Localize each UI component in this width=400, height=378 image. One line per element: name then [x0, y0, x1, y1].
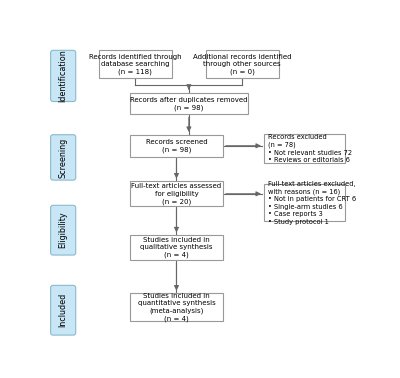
Text: Records after duplicates removed
(n = 98): Records after duplicates removed (n = 98… [130, 96, 248, 111]
Bar [99, 50, 172, 78]
Bar [130, 93, 248, 115]
FancyBboxPatch shape [51, 135, 76, 180]
FancyBboxPatch shape [51, 50, 76, 102]
Bar [264, 134, 344, 163]
Text: Included: Included [59, 293, 68, 327]
Text: Studies included in
quantitative synthesis
(meta-analysis)
(n = 4): Studies included in quantitative synthes… [138, 293, 215, 322]
Text: Records screened
(n = 98): Records screened (n = 98) [146, 139, 207, 153]
Text: Records identified through
database searching
(n = 118): Records identified through database sear… [89, 54, 182, 75]
Bar [130, 293, 223, 321]
Bar [206, 50, 279, 78]
Text: Eligibility: Eligibility [59, 212, 68, 248]
FancyBboxPatch shape [51, 205, 76, 255]
Text: Screening: Screening [59, 137, 68, 178]
Bar [130, 135, 223, 157]
Bar [264, 184, 344, 221]
Text: Identification: Identification [59, 50, 68, 102]
FancyBboxPatch shape [51, 285, 76, 335]
Bar [130, 181, 223, 206]
Text: Records excluded
(n = 78)
• Not relevant studies 72
• Reviews or editorials 6: Records excluded (n = 78) • Not relevant… [268, 134, 352, 163]
Text: Full-text articles assessed
for eligibility
(n = 20): Full-text articles assessed for eligibil… [132, 183, 222, 204]
Text: Additional records identified
through other sources
(n = 0): Additional records identified through ot… [193, 54, 292, 75]
Text: Full-text articles excluded,
with reasons (n = 16)
• Not in patients for CRT 6
•: Full-text articles excluded, with reason… [268, 181, 356, 225]
Text: Studies included in
qualitative synthesis
(n = 4): Studies included in qualitative synthesi… [140, 237, 213, 259]
Bar [130, 235, 223, 260]
